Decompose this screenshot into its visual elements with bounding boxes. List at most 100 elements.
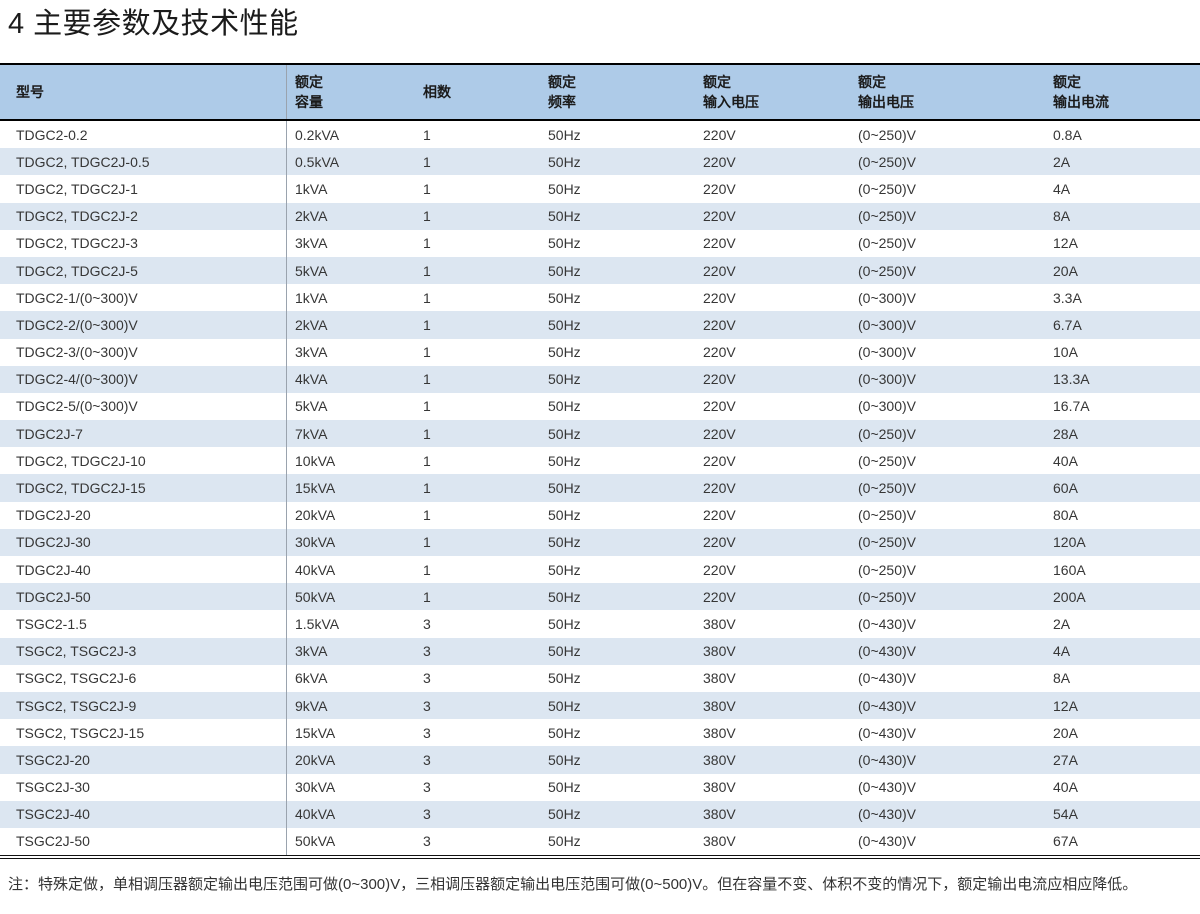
cell-phases: 1 <box>423 588 431 605</box>
table-row: TSGC2J-20 20kVA 3 50Hz 380V (0~430)V 27A <box>0 746 1200 774</box>
cell-model: TSGC2, TSGC2J-6 <box>0 664 287 692</box>
cell-model: TDGC2-0.2 <box>0 121 287 149</box>
column-header-input-voltage: 额定 输入电压 <box>695 65 850 119</box>
cell-capacity: 3kVA <box>295 344 328 361</box>
cell-phases: 1 <box>423 398 431 415</box>
cell-output-current: 60A <box>1053 480 1078 497</box>
cell-frequency: 50Hz <box>548 561 581 578</box>
cell-frequency: 50Hz <box>548 153 581 170</box>
cell-capacity: 15kVA <box>295 724 336 741</box>
cell-capacity: 5kVA <box>295 262 328 279</box>
cell-capacity: 20kVA <box>295 751 336 768</box>
cell-frequency: 50Hz <box>548 480 581 497</box>
cell-output-current: 3.3A <box>1053 289 1082 306</box>
cell-phases: 3 <box>423 670 431 687</box>
cell-input-voltage: 220V <box>703 208 736 225</box>
cell-output-voltage: (0~300)V <box>858 344 916 361</box>
column-header-label: 输出电流 <box>1053 94 1109 110</box>
cell-input-voltage: 380V <box>703 697 736 714</box>
cell-output-current: 67A <box>1053 833 1078 850</box>
cell-model: TDGC2, TDGC2J-0.5 <box>0 148 287 176</box>
cell-output-current: 6.7A <box>1053 316 1082 333</box>
cell-phases: 1 <box>423 208 431 225</box>
cell-input-voltage: 220V <box>703 180 736 197</box>
cell-frequency: 50Hz <box>548 344 581 361</box>
table-row: TDGC2J-7 7kVA 1 50Hz 220V (0~250)V 28A <box>0 420 1200 448</box>
table-row: TDGC2, TDGC2J-1 1kVA 1 50Hz 220V (0~250)V 4A <box>0 175 1200 203</box>
cell-model: TDGC2, TDGC2J-3 <box>0 229 287 257</box>
cell-phases: 1 <box>423 235 431 252</box>
cell-frequency: 50Hz <box>548 398 581 415</box>
table-row: TDGC2, TDGC2J-2 2kVA 1 50Hz 220V (0~250)V 8A <box>0 202 1200 230</box>
table-row: TDGC2, TDGC2J-5 5kVA 1 50Hz 220V (0~250)V 20A <box>0 256 1200 285</box>
cell-output-voltage: (0~250)V <box>858 235 916 252</box>
column-header-label: 型号 <box>16 84 44 100</box>
table-body: TDGC2-0.2 0.2kVA 1 50Hz 220V (0~250)V 0.8A TDGC… <box>0 121 1200 860</box>
cell-model: TDGC2J-40 <box>0 556 287 584</box>
cell-frequency: 50Hz <box>548 235 581 252</box>
cell-model: TSGC2J-30 <box>0 773 287 801</box>
cell-capacity: 2kVA <box>295 316 328 333</box>
table-row: TDGC2-0.2 0.2kVA 1 50Hz 220V (0~250)V 0.8A <box>0 121 1200 149</box>
cell-output-current: 16.7A <box>1053 398 1090 415</box>
cell-capacity: 1kVA <box>295 289 328 306</box>
page: 4 主要参数及技术性能 型号 额定 容量 相数 额定 频率 额定 输入电压 额定 输出电压 额定 输出… <box>0 6 1200 914</box>
cell-frequency: 50Hz <box>548 670 581 687</box>
column-header-capacity: 额定 容量 <box>287 65 415 119</box>
cell-phases: 1 <box>423 153 431 170</box>
cell-input-voltage: 380V <box>703 615 736 632</box>
cell-capacity: 9kVA <box>295 697 328 714</box>
cell-output-current: 8A <box>1053 670 1071 687</box>
cell-phases: 3 <box>423 697 431 714</box>
cell-output-current: 12A <box>1053 235 1078 252</box>
cell-capacity: 5kVA <box>295 398 328 415</box>
cell-model: TSGC2, TSGC2J-15 <box>0 719 287 747</box>
cell-capacity: 2kVA <box>295 208 328 225</box>
cell-capacity: 3kVA <box>295 643 328 660</box>
table-row: TDGC2-1/(0~300)V 1kVA 1 50Hz 220V (0~300)V 3.3… <box>0 284 1200 312</box>
cell-capacity: 6kVA <box>295 670 328 687</box>
cell-capacity: 0.5kVA <box>295 153 340 170</box>
cell-input-voltage: 220V <box>703 371 736 388</box>
cell-capacity: 20kVA <box>295 507 336 524</box>
cell-input-voltage: 380V <box>703 833 736 850</box>
cell-frequency: 50Hz <box>548 316 581 333</box>
table-row: TDGC2-3/(0~300)V 3kVA 1 50Hz 220V (0~300)V 10A <box>0 338 1200 366</box>
cell-output-voltage: (0~300)V <box>858 398 916 415</box>
cell-model: TSGC2J-40 <box>0 800 287 828</box>
cell-output-current: 13.3A <box>1053 371 1090 388</box>
table-row: TDGC2J-40 40kVA 1 50Hz 220V (0~250)V 160A <box>0 556 1200 584</box>
cell-phases: 3 <box>423 724 431 741</box>
cell-capacity: 30kVA <box>295 779 336 796</box>
cell-model: TDGC2-1/(0~300)V <box>0 284 287 312</box>
column-header-label: 额定 <box>295 74 323 90</box>
cell-input-voltage: 380V <box>703 643 736 660</box>
cell-output-current: 2A <box>1053 615 1071 632</box>
cell-frequency: 50Hz <box>548 126 581 143</box>
cell-output-voltage: (0~430)V <box>858 670 916 687</box>
table-row: TDGC2, TDGC2J-15 15kVA 1 50Hz 220V (0~250)V 60… <box>0 474 1200 502</box>
cell-output-voltage: (0~300)V <box>858 371 916 388</box>
cell-output-current: 40A <box>1053 779 1078 796</box>
cell-input-voltage: 380V <box>703 670 736 687</box>
cell-phases: 3 <box>423 833 431 850</box>
cell-frequency: 50Hz <box>548 643 581 660</box>
table-row: TSGC2, TSGC2J-3 3kVA 3 50Hz 380V (0~430)V 4A <box>0 637 1200 665</box>
cell-frequency: 50Hz <box>548 615 581 632</box>
cell-output-current: 2A <box>1053 153 1071 170</box>
cell-model: TDGC2, TDGC2J-2 <box>0 202 287 230</box>
cell-model: TDGC2, TDGC2J-15 <box>0 474 287 502</box>
cell-frequency: 50Hz <box>548 751 581 768</box>
column-header-label: 额定 <box>858 74 886 90</box>
cell-input-voltage: 220V <box>703 480 736 497</box>
cell-output-voltage: (0~250)V <box>858 180 916 197</box>
cell-output-voltage: (0~250)V <box>858 534 916 551</box>
cell-output-voltage: (0~430)V <box>858 806 916 823</box>
cell-input-voltage: 220V <box>703 452 736 469</box>
cell-phases: 1 <box>423 534 431 551</box>
cell-output-current: 4A <box>1053 180 1071 197</box>
column-header-label: 相数 <box>423 84 451 100</box>
table-row: TSGC2-1.5 1.5kVA 3 50Hz 380V (0~430)V 2A <box>0 610 1200 638</box>
cell-output-voltage: (0~430)V <box>858 833 916 850</box>
cell-input-voltage: 220V <box>703 425 736 442</box>
